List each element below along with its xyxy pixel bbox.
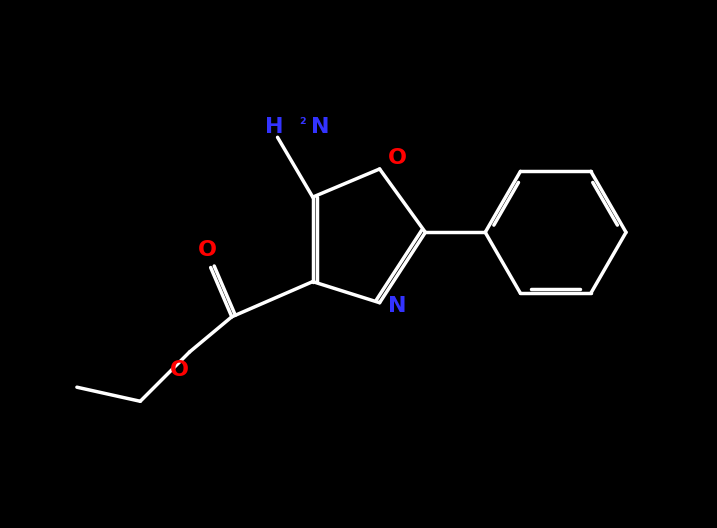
Text: N: N	[310, 117, 329, 137]
Text: O: O	[169, 360, 189, 380]
Text: H: H	[265, 117, 283, 137]
Text: O: O	[388, 148, 407, 168]
Text: N: N	[388, 296, 407, 316]
Text: O: O	[198, 240, 217, 260]
Text: ₂: ₂	[299, 112, 305, 127]
